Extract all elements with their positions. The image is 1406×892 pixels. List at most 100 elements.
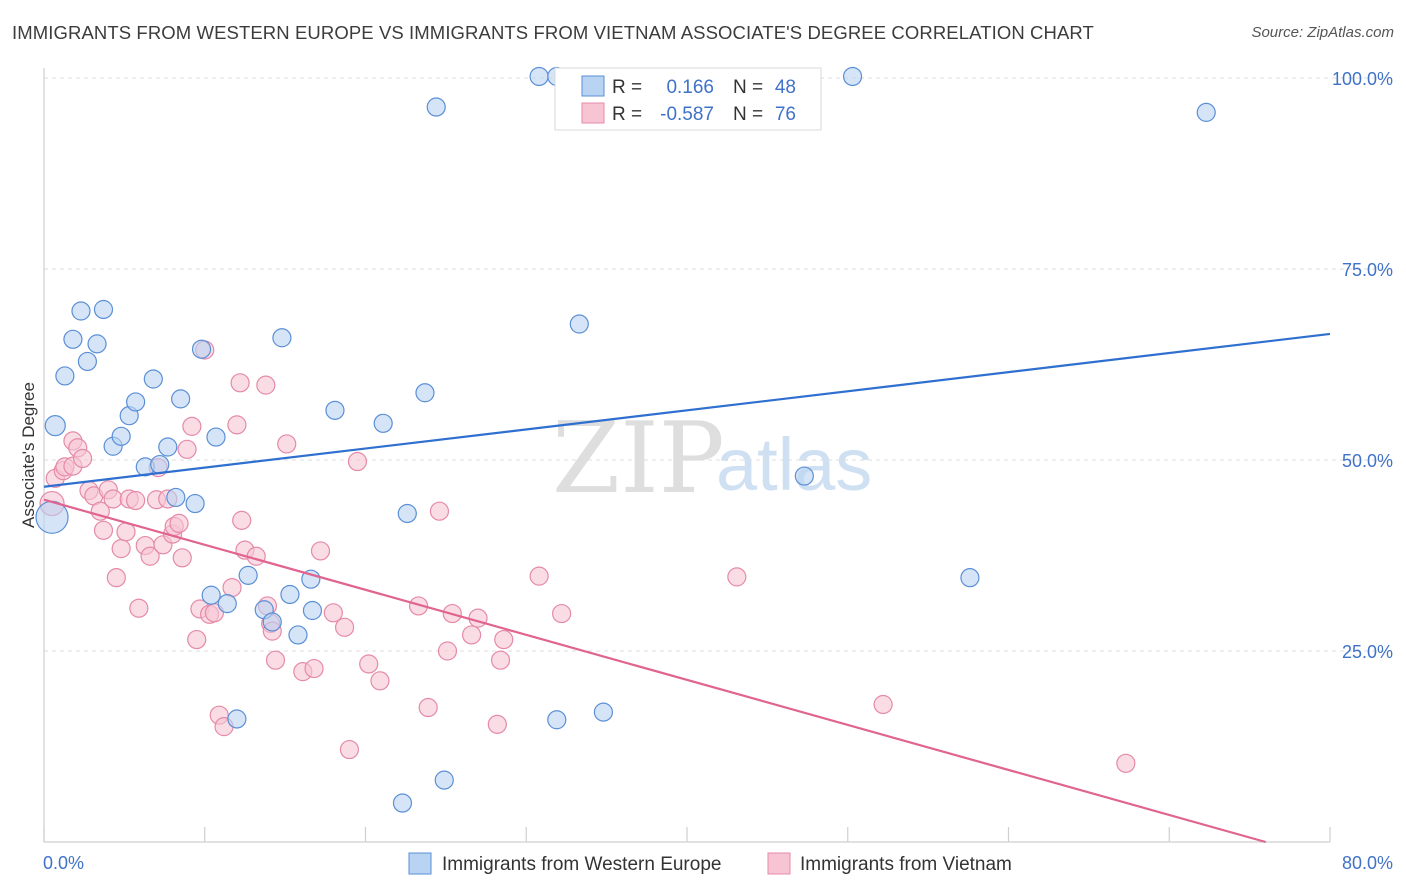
western-europe-point-34 xyxy=(392,793,413,813)
vietnam-point-11 xyxy=(93,520,114,540)
vietnam-point-74 xyxy=(1116,753,1136,773)
stats-box: R = 0.166 N = 48 R = -0.587 N = 76 xyxy=(554,67,822,131)
vietnam-point-70 xyxy=(529,566,549,586)
western-europe-point-24 xyxy=(238,565,258,585)
western-europe-point-6 xyxy=(87,334,107,354)
vietnam-point-21 xyxy=(140,546,160,566)
western-europe-point-9 xyxy=(111,426,131,446)
vietnam-point-62 xyxy=(429,501,450,521)
vietnam-point-39 xyxy=(222,577,242,598)
western-europe-point-47 xyxy=(1196,102,1216,122)
western-europe-point-5 xyxy=(77,351,98,372)
legend: Immigrants from Western Europe Immigrant… xyxy=(408,852,1012,875)
vietnam-point-44 xyxy=(246,546,266,566)
stats-blue-swatch xyxy=(581,75,605,97)
vietnam-point-45 xyxy=(256,375,276,395)
vietnam-point-40 xyxy=(227,415,247,435)
western-europe-point-45 xyxy=(842,66,863,87)
western-europe-point-22 xyxy=(217,594,237,614)
stats-pink-n-value: 76 xyxy=(775,104,796,125)
vietnam-point-67 xyxy=(487,714,507,734)
western-europe-point-2 xyxy=(55,366,75,386)
vietnam-point-32 xyxy=(187,629,207,650)
vietnam-point-28 xyxy=(169,513,189,534)
western-europe-point-3 xyxy=(63,329,83,349)
vietnam-point-50 xyxy=(277,434,297,454)
western-europe-point-26 xyxy=(262,612,282,632)
vietnam-point-66 xyxy=(468,608,488,628)
x-ticks xyxy=(43,827,1331,842)
y-tick-label-25: 25.0% xyxy=(1342,642,1393,662)
vietnam-point-65 xyxy=(461,625,482,645)
western-europe-point-35 xyxy=(397,503,417,524)
western-europe-point-20 xyxy=(201,585,221,605)
vietnam-point-18 xyxy=(126,490,146,511)
western-europe-point-39 xyxy=(529,66,549,87)
y-tick-label-75: 75.0% xyxy=(1342,260,1393,280)
western-europe-point-4 xyxy=(71,301,91,321)
stats-pink-r-label: R = xyxy=(612,104,642,125)
western-europe-point-7 xyxy=(93,299,114,320)
stats-blue-n-value: 48 xyxy=(775,77,796,98)
western-europe-point-1 xyxy=(44,415,66,437)
western-europe-point-29 xyxy=(288,625,308,645)
stats-blue-r-value: 0.166 xyxy=(666,77,714,98)
source-credit: Source: ZipAtlas.com xyxy=(1251,24,1394,41)
western-europe-point-13 xyxy=(143,369,163,389)
series-western-europe-points xyxy=(35,66,1216,813)
western-europe-point-28 xyxy=(280,584,300,605)
western-europe-point-32 xyxy=(325,400,345,420)
vietnam-point-19 xyxy=(129,598,149,618)
legend-pink-label: Immigrants from Vietnam xyxy=(800,854,1012,875)
y-tick-label-100: 100.0% xyxy=(1332,69,1393,89)
vietnam-point-54 xyxy=(323,603,343,623)
gridlines xyxy=(44,77,1392,652)
vietnam-point-49 xyxy=(265,650,286,670)
vietnam-point-59 xyxy=(370,671,390,691)
legend-blue-label: Immigrants from Western Europe xyxy=(442,854,721,875)
vietnam-point-31 xyxy=(182,416,202,436)
western-europe-point-42 xyxy=(569,314,589,334)
vietnam-point-71 xyxy=(552,603,572,624)
vietnam-point-52 xyxy=(304,658,324,679)
western-europe-point-36 xyxy=(415,383,435,403)
legend-blue-swatch xyxy=(408,852,432,875)
vietnam-point-57 xyxy=(347,451,368,472)
vietnam-point-56 xyxy=(339,739,360,760)
western-europe-point-17 xyxy=(171,389,191,409)
western-europe-point-44 xyxy=(794,466,814,486)
legend-pink-swatch xyxy=(767,852,791,875)
y-tick-label-50: 50.0% xyxy=(1342,451,1393,471)
vietnam-point-72 xyxy=(727,567,747,587)
vietnam-point-14 xyxy=(106,568,126,588)
western-europe-point-21 xyxy=(206,427,226,447)
vietnam-point-69 xyxy=(494,629,514,650)
western-europe-point-11 xyxy=(126,392,146,412)
vietnam-point-61 xyxy=(418,697,438,718)
chart-title: IMMIGRANTS FROM WESTERN EUROPE VS IMMIGR… xyxy=(12,22,1094,43)
vietnam-point-63 xyxy=(437,641,458,661)
vietnam-point-60 xyxy=(408,596,429,616)
vietnam-point-41 xyxy=(230,373,250,393)
vietnam-point-73 xyxy=(873,694,893,715)
vietnam-point-58 xyxy=(359,654,379,674)
y-tick-labels: 25.0% 50.0% 75.0% 100.0% xyxy=(1332,69,1393,662)
watermark-atlas: atlas xyxy=(716,423,872,506)
stats-blue-r-label: R = xyxy=(612,77,642,98)
western-europe-point-27 xyxy=(272,328,292,348)
stats-pink-n-label: N = xyxy=(733,104,763,125)
stats-blue-n-label: N = xyxy=(733,77,763,98)
western-europe-point-37 xyxy=(426,97,446,117)
western-europe-trend-line xyxy=(43,332,1331,488)
vietnam-trend-line xyxy=(43,498,1266,844)
y-axis-label: Associate's Degree xyxy=(19,382,38,528)
western-europe-point-14 xyxy=(150,454,170,475)
vietnam-point-13 xyxy=(103,489,123,509)
vietnam-point-15 xyxy=(111,539,131,559)
western-europe-point-41 xyxy=(547,710,567,730)
western-europe-point-43 xyxy=(593,702,614,722)
vietnam-point-42 xyxy=(232,510,252,530)
western-europe-point-16 xyxy=(166,487,186,508)
western-europe-point-19 xyxy=(191,339,212,359)
